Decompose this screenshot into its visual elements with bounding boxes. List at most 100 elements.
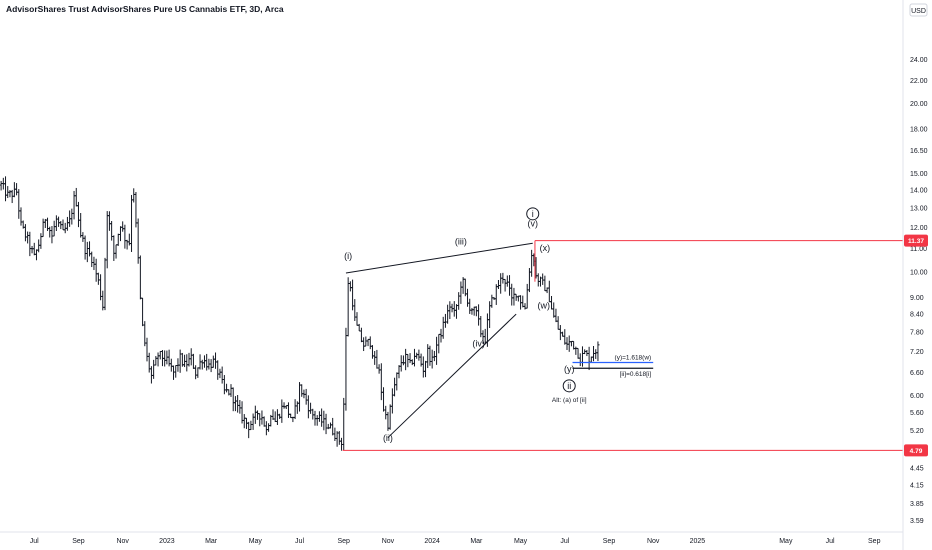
ohlc-bar [90,251,94,268]
ohlc-bar [158,350,162,360]
x-tick-label: Mar [470,538,483,545]
ohlc-bar [19,207,23,226]
ohlc-bar [112,235,116,261]
ohlc-bar [576,347,580,359]
ohlc-bar [315,415,319,426]
ohlc-bar [530,249,534,277]
y-tick-label: 4.15 [910,483,924,490]
ohlc-bar [454,304,459,319]
ohlc-bar [370,345,375,359]
ohlc-bar [503,278,507,292]
ohlc-bar [41,218,45,238]
ohlc-bar [249,420,253,431]
ohlc-bar [328,422,333,429]
ohlc-bar [324,413,328,435]
ohlc-bar [0,180,3,191]
y-tick-label: 20.00 [910,101,928,108]
ohlc-bar [446,304,450,324]
trendline[interactable] [387,313,517,438]
ohlc-bar [129,194,134,252]
ohlc-bar [457,292,461,310]
x-tick-label: Sep [868,538,881,545]
y-tick-label: 13.00 [910,206,928,213]
ohlc-bar [138,255,142,300]
ohlc-bar [54,215,58,231]
y-tick-label: 18.00 [910,127,928,134]
ohlc-bar [194,365,198,380]
y-tick-label: 9.00 [910,295,924,302]
ohlc-bar [191,353,196,369]
projection-label: (y)=1.618(w) [615,355,652,362]
ohlc-bar [271,409,275,420]
ohlc-bar [202,355,207,368]
ohlc-bar [426,344,430,369]
circled-wave-label: i [532,209,534,219]
ohlc-bar [344,327,348,411]
ohlc-bar [565,337,569,350]
ohlc-bar [596,341,600,361]
ohlc-bar [74,187,78,207]
ohlc-bar [388,404,392,430]
ohlc-bar [297,382,302,412]
drawing-lines [342,240,903,451]
ohlc-bar [474,306,478,317]
ohlc-bar [448,301,452,320]
ohlc-bar [395,372,399,391]
ohlc-bar [541,273,545,285]
x-tick-label: Sep [603,538,616,545]
ohlc-bar [216,360,220,380]
ohlc-bar [83,235,87,260]
ohlc-bar [14,183,19,196]
ohlc-bar [123,224,127,249]
x-tick-label: May [779,538,793,545]
ohlc-bar [580,346,585,367]
ohlc-bar [415,352,419,359]
ohlc-bar [8,190,12,198]
currency-button[interactable] [909,3,928,17]
ohlc-bar [322,410,326,431]
ohlc-bar [362,337,366,352]
ohlc-bar [229,384,233,397]
ohlc-bar [459,281,463,304]
ohlc-bar [574,346,578,355]
ohlc-bar [437,333,441,354]
ohlc-bar [233,396,238,412]
projection-label: [ii]=0.618[i] [620,371,652,378]
y-tick-label: 5.60 [910,410,924,417]
y-tick-label: 3.59 [910,518,924,525]
ohlc-bar [238,399,242,414]
ohlc-bar [594,349,598,359]
ohlc-bar [185,354,189,372]
ohlc-bar [547,280,551,303]
ohlc-bar [308,402,313,414]
ohlc-bar [196,367,200,378]
ohlc-bar [549,295,554,310]
x-tick-label: Jul [295,538,304,545]
ohlc-bar [470,307,474,315]
ohlc-bar [554,308,558,323]
ohlc-bar [258,413,262,427]
ohlc-bar [140,297,145,327]
y-tick-label: 10.00 [910,269,928,276]
ohlc-bar [81,232,85,242]
y-tick-label: 6.60 [910,370,924,377]
ohlc-bar [543,275,547,292]
ohlc-bar [536,273,540,287]
ohlc-bar [121,221,125,232]
ohlc-bar [512,287,516,306]
ohlc-bar [516,295,520,302]
ohlc-bar [222,375,226,395]
ohlc-bar [346,277,350,337]
ohlc-bar [421,356,425,378]
ohlc-bar [476,304,481,326]
ohlc-bar [488,301,492,329]
ohlc-bar [311,408,315,420]
ohlc-bar [357,323,361,332]
ohlc-bar [28,231,32,257]
trendline[interactable] [345,242,533,274]
ohlc-bar [236,394,240,413]
ohlc-bar [255,410,260,420]
ohlc-bar [253,405,257,424]
